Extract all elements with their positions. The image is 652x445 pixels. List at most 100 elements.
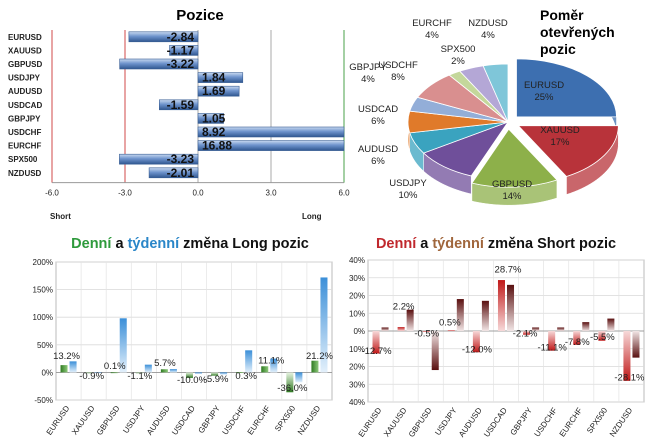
value-label-usdcad: 28.7% — [495, 264, 522, 275]
bar-t-denn--audusd — [481, 300, 489, 331]
category-label-xauusd: XAUUSD — [8, 46, 42, 55]
value-label-eurchf: 11.1% — [258, 356, 285, 367]
bar-t-denn--nzdusd — [320, 277, 328, 373]
pie-slice-nzdusd — [482, 63, 509, 123]
x-tick-label: 0.0 — [192, 189, 204, 198]
value-label-usdchf: 0.3% — [235, 371, 257, 382]
bar-usdcad — [159, 99, 199, 111]
bar-denn--spx500 — [286, 372, 294, 393]
y-tick-label: 20% — [349, 292, 365, 301]
bar-denn--usdcad — [185, 372, 193, 378]
bar-t-denn--spx500 — [607, 318, 615, 331]
bar-denn--audusd — [160, 369, 168, 373]
category-label-spx500: SPX500 — [8, 155, 38, 164]
value-label-usdcad: -1.59 — [167, 98, 195, 112]
y-tick-label: 150% — [33, 286, 53, 295]
bar-t-denn--eurchf — [582, 322, 590, 331]
category-label-nzdusd: NZDUSD — [8, 169, 42, 178]
value-label-nzdusd: -2.01 — [167, 166, 195, 180]
positions-chart: Pozice EURUSD XAUUSD GBPUSD USDJPY AUDUSD USD… — [8, 7, 350, 221]
value-label-audusd: 1.69 — [202, 84, 226, 98]
y-tick-label: -50% — [34, 396, 53, 405]
pie-percent-xauusd: 17% — [550, 137, 570, 148]
value-label-usdchf: 8.92 — [202, 125, 226, 139]
pie-percent-usdjpy: 10% — [398, 190, 418, 201]
x-tick-label: 6.0 — [338, 189, 350, 198]
bar-denn--spx500 — [598, 331, 606, 341]
y-tick-label: 50% — [37, 341, 53, 350]
category-label-eurchf: EURCHF — [558, 406, 585, 439]
category-label-gbpjpy: GBPJPY — [196, 403, 222, 435]
bar-t-denn--gbpusd — [431, 331, 439, 371]
bar-denn--audusd — [472, 331, 480, 353]
bar-denn--usdjpy — [135, 372, 143, 374]
category-label-nzdusd: NZDUSD — [608, 406, 635, 439]
bar-t-denn--gbpjpy — [220, 372, 228, 375]
bar-denn--nzdusd — [311, 360, 319, 373]
category-label-eurchf: EURCHF — [8, 142, 41, 151]
bar-denn--xauusd — [397, 327, 405, 331]
value-label-gbpusd: 0.1% — [104, 361, 126, 372]
value-label-gbpusd: -3.22 — [167, 57, 195, 71]
bar-eurchf — [197, 140, 345, 151]
bar-t-denn--usdjpy — [456, 299, 464, 331]
pie-label-usdcad: USDCAD — [358, 104, 398, 115]
category-label-gbpusd: GBPUSD — [407, 406, 434, 439]
bar-t-denn--spx500 — [295, 372, 303, 383]
bar-denn--nzdusd — [623, 331, 631, 381]
category-label-xauusd: XAUUSD — [382, 406, 409, 439]
bar-denn--eurchf — [261, 366, 269, 373]
category-label-gbpusd: GBPUSD — [95, 404, 122, 437]
y-tick-label: 20% — [349, 363, 365, 372]
bar-t-denn--gbpjpy — [532, 327, 540, 331]
bar-denn--eurusd — [372, 331, 380, 354]
category-label-audusd: AUDUSD — [145, 404, 172, 437]
pie-percent-spx500: 2% — [451, 56, 465, 67]
pie-percent-eurchf: 4% — [425, 30, 439, 41]
category-label-eurusd: EURUSD — [8, 33, 42, 42]
value-label-eurchf: -7.8% — [565, 337, 590, 348]
long-plot-frame — [55, 261, 333, 401]
bar-t-denn--gbpusd — [119, 318, 127, 373]
value-label-eurchf: 16.88 — [202, 139, 232, 153]
bar-t-denn--usdchf — [245, 350, 253, 373]
bar-denn--gbpjpy — [523, 331, 531, 335]
bar-audusd — [197, 85, 240, 97]
y-tick-label: 10% — [349, 309, 365, 318]
category-label-usdchf: USDCHF — [221, 404, 248, 437]
value-label-eurusd: -2.84 — [167, 30, 195, 44]
pie-label-gbpjpy: GBPJPY — [349, 62, 387, 73]
value-label-spx500: -5.5% — [590, 332, 615, 343]
pie-title-line1: Poměr — [540, 7, 584, 23]
value-label-nzdusd: -28.1% — [614, 373, 645, 384]
pie-percent-gbpusd: 14% — [502, 191, 522, 202]
pie-percent-audusd: 6% — [371, 156, 385, 167]
category-label-spx500: SPX500 — [273, 404, 298, 434]
bar-t-denn--eurusd — [381, 327, 389, 331]
y-tick-label: 40% — [349, 256, 365, 265]
category-label-usdjpy: USDJPY — [8, 74, 41, 83]
bar-t-denn--eurusd — [69, 361, 77, 373]
value-label-usdjpy: -1.1% — [127, 371, 152, 382]
long-label: Long — [302, 212, 322, 221]
pie-label-gbpusd: GBPUSD — [492, 179, 532, 190]
pie-label-eurusd: EURUSD — [524, 80, 564, 91]
long-change-title: Denní a týdenní změna Long pozic — [71, 236, 309, 252]
short-change-title: Denní a týdenní změna Short pozic — [376, 236, 616, 252]
pie-label-spx500: SPX500 — [441, 44, 476, 55]
positions-title: Pozice — [176, 7, 224, 24]
category-label-usdjpy: USDJPY — [121, 403, 147, 435]
bar-denn--eurusd — [60, 365, 68, 373]
value-label-gbpjpy: -2.1% — [513, 328, 538, 339]
category-label-usdjpy: USDJPY — [433, 405, 459, 437]
bar-eurusd — [128, 31, 199, 43]
bar-usdchf — [197, 126, 345, 138]
bar-t-denn--usdcad — [194, 372, 203, 375]
bar-t-denn--audusd — [169, 369, 177, 373]
bar-nzdusd — [148, 167, 199, 179]
category-label-eurusd: EURUSD — [357, 406, 384, 439]
category-label-nzdusd: NZDUSD — [296, 404, 323, 437]
value-label-usdjpy: 0.5% — [439, 318, 461, 329]
long-change-chart: Denní a týdenní změna Long pozic 200% 150… — [33, 236, 334, 437]
